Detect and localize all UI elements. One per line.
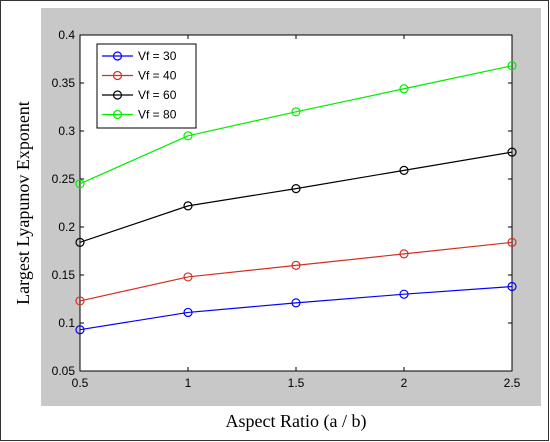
legend-marker-2	[112, 90, 123, 100]
legend-marker-3	[112, 109, 123, 120]
data-point	[507, 237, 517, 247]
series-line-0	[79, 285, 513, 331]
data-point	[291, 298, 301, 308]
x-tick-label: 1	[185, 376, 192, 390]
data-point	[291, 184, 301, 194]
legend-label-2: Vf = 60	[138, 88, 177, 102]
series-line-1	[79, 241, 513, 302]
legend-label-0: Vf = 30	[138, 49, 177, 63]
y-axis-label: Largest Lyapunov Exponent	[13, 101, 33, 305]
y-tick-label: 0.1	[58, 316, 75, 330]
y-tick-label: 0.2	[58, 220, 75, 234]
y-axis-ticks: 0.05 0.1 0.15 0.2 0.25 0.3 0.35 0.4	[52, 28, 512, 378]
y-tick-label: 0.35	[52, 76, 76, 90]
x-tick-label: 0.5	[72, 376, 89, 390]
data-point	[399, 289, 409, 299]
series-layer	[75, 61, 517, 335]
y-tick-label: 0.4	[58, 28, 75, 42]
data-point	[183, 201, 193, 211]
legend-label-1: Vf = 40	[138, 69, 177, 83]
y-tick-label: 0.3	[58, 124, 75, 138]
x-tick-label: 1.5	[288, 376, 305, 390]
data-point	[507, 147, 517, 157]
data-point	[399, 84, 409, 94]
data-point	[75, 325, 85, 335]
series-line-2	[79, 151, 513, 243]
x-axis-label: Aspect Ratio (a / b)	[226, 411, 367, 432]
legend-marker-0	[112, 51, 123, 61]
data-point	[507, 281, 517, 292]
data-point	[291, 107, 301, 117]
data-point	[507, 61, 517, 71]
data-point	[75, 237, 85, 247]
data-point	[399, 249, 409, 259]
legend: Vf = 30 Vf = 40 Vf = 60 Vf = 80	[96, 43, 197, 129]
legend-marker-1	[112, 70, 123, 81]
y-tick-label: 0.15	[52, 268, 76, 282]
data-point	[399, 165, 409, 175]
series-line-3	[79, 65, 513, 185]
data-point	[291, 260, 301, 270]
x-tick-label: 2.5	[504, 376, 521, 390]
x-tick-label: 2	[401, 376, 408, 390]
data-point	[183, 272, 193, 282]
y-tick-label: 0.05	[52, 364, 76, 378]
legend-label-3: Vf = 80	[138, 108, 177, 122]
data-point	[75, 179, 85, 189]
data-point	[183, 131, 193, 141]
data-point	[183, 307, 193, 318]
y-tick-label: 0.25	[52, 172, 76, 186]
x-axis-ticks: 0.5 1 1.5 2 2.5	[72, 35, 521, 390]
data-point	[75, 296, 85, 306]
